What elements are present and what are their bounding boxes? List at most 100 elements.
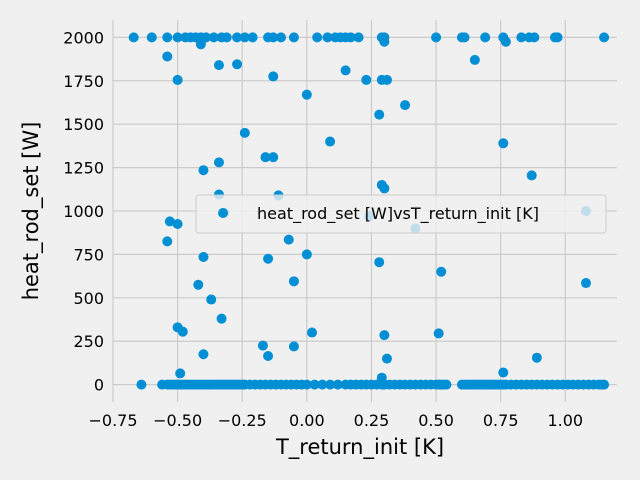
data-point bbox=[164, 216, 175, 227]
y-tick-label: 1250 bbox=[63, 159, 104, 178]
data-point bbox=[136, 379, 147, 390]
data-point bbox=[325, 379, 336, 390]
data-point bbox=[193, 279, 204, 290]
data-point bbox=[498, 138, 509, 149]
data-point bbox=[301, 89, 312, 100]
data-point bbox=[276, 32, 286, 43]
data-point bbox=[433, 328, 444, 339]
x-tick-label: 0.50 bbox=[418, 411, 454, 430]
x-tick-labels: −0.75 −0.50 −0.25 0.00 0.25 0.50 0.75 1.00 bbox=[88, 411, 583, 430]
data-point bbox=[516, 32, 527, 43]
data-point bbox=[146, 32, 157, 43]
data-point bbox=[498, 367, 509, 378]
data-point bbox=[379, 330, 390, 341]
data-point bbox=[552, 32, 563, 43]
x-tick-label: 1.00 bbox=[547, 411, 583, 430]
data-point bbox=[436, 266, 447, 277]
data-point bbox=[312, 32, 323, 43]
data-point bbox=[201, 32, 212, 43]
data-point bbox=[381, 353, 392, 364]
data-point bbox=[232, 32, 243, 43]
y-tick-label: 2000 bbox=[63, 28, 104, 47]
data-point bbox=[175, 368, 186, 379]
y-tick-label: 1750 bbox=[63, 72, 104, 91]
data-point bbox=[441, 379, 452, 390]
data-point bbox=[288, 276, 299, 287]
data-point bbox=[599, 379, 610, 390]
data-point bbox=[239, 127, 250, 138]
data-point bbox=[379, 36, 390, 47]
data-point bbox=[322, 32, 333, 43]
data-point bbox=[247, 32, 258, 43]
data-point bbox=[469, 54, 480, 65]
data-point bbox=[379, 183, 390, 194]
data-point bbox=[213, 60, 224, 71]
data-point bbox=[345, 32, 356, 43]
data-point bbox=[459, 32, 470, 43]
data-point bbox=[162, 51, 173, 62]
legend-marker bbox=[218, 208, 228, 218]
x-axis-label: T_return_init [K] bbox=[275, 435, 444, 460]
data-point bbox=[232, 59, 243, 70]
data-point bbox=[400, 100, 411, 111]
data-point bbox=[162, 236, 173, 247]
data-point bbox=[283, 234, 294, 245]
data-point bbox=[263, 253, 274, 264]
data-points bbox=[128, 32, 610, 390]
data-point bbox=[172, 219, 183, 230]
data-point bbox=[216, 313, 227, 324]
legend: heat_rod_set [W]vsT_return_init [K] bbox=[195, 194, 607, 234]
legend-label: heat_rod_set [W]vsT_return_init [K] bbox=[257, 204, 539, 224]
data-point bbox=[221, 32, 232, 43]
y-axis-label: heat_rod_set [W] bbox=[19, 122, 44, 301]
data-point bbox=[374, 257, 385, 268]
x-tick-label: −0.25 bbox=[218, 411, 267, 430]
data-point bbox=[239, 32, 250, 43]
x-tick-label: −0.50 bbox=[153, 411, 202, 430]
data-point bbox=[208, 32, 219, 43]
data-point bbox=[195, 39, 206, 50]
data-point bbox=[526, 170, 537, 181]
data-point bbox=[340, 65, 351, 76]
y-tick-labels: 0 250 500 750 1000 1250 1500 1750 2000 bbox=[63, 28, 104, 394]
data-point bbox=[301, 379, 312, 390]
data-point bbox=[257, 340, 268, 351]
data-point bbox=[177, 326, 188, 337]
y-tick-label: 250 bbox=[73, 332, 104, 351]
y-tick-label: 1000 bbox=[63, 202, 104, 221]
data-point bbox=[307, 327, 318, 338]
y-tick-label: 500 bbox=[73, 289, 104, 308]
x-tick-label: −0.75 bbox=[88, 411, 137, 430]
data-point bbox=[531, 352, 542, 363]
data-point bbox=[198, 349, 209, 360]
y-tick-label: 750 bbox=[73, 245, 104, 264]
data-point bbox=[213, 157, 224, 168]
data-point bbox=[580, 278, 591, 289]
data-point bbox=[260, 152, 271, 163]
data-point bbox=[480, 32, 491, 43]
data-point bbox=[301, 249, 312, 260]
data-point bbox=[128, 32, 139, 43]
data-point bbox=[198, 165, 209, 176]
y-tick-label: 1500 bbox=[63, 115, 104, 134]
data-point bbox=[529, 32, 540, 43]
x-tick-label: 0.00 bbox=[289, 411, 325, 430]
data-point bbox=[500, 36, 511, 47]
data-point bbox=[325, 136, 336, 147]
data-point bbox=[599, 32, 610, 43]
data-point bbox=[268, 32, 279, 43]
data-point bbox=[172, 32, 183, 43]
data-point bbox=[309, 379, 320, 390]
data-point bbox=[431, 32, 442, 43]
data-point bbox=[268, 71, 279, 82]
data-point bbox=[288, 32, 299, 43]
y-tick-label: 0 bbox=[94, 376, 104, 395]
data-point bbox=[353, 32, 364, 43]
data-point bbox=[268, 152, 279, 163]
data-point bbox=[374, 109, 385, 120]
x-tick-label: 0.25 bbox=[354, 411, 390, 430]
data-point bbox=[288, 341, 299, 352]
data-point bbox=[381, 74, 392, 85]
legend-box bbox=[195, 194, 607, 234]
